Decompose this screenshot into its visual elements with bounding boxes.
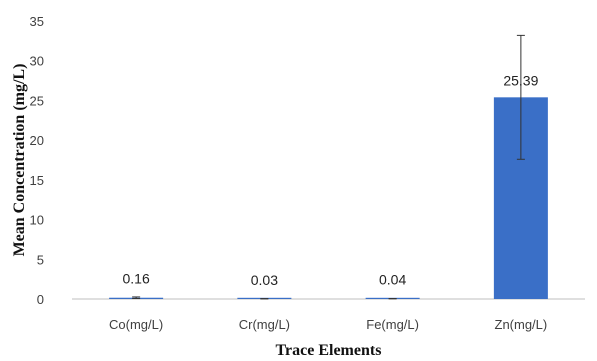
y-tick-label: 5 bbox=[37, 252, 44, 267]
y-axis-ticks: 0 5 10 15 20 25 30 35 bbox=[30, 14, 44, 307]
data-labels: 0.16 0.03 0.04 25.39 bbox=[123, 72, 539, 287]
y-tick-label: 20 bbox=[30, 133, 44, 148]
y-tick-label: 15 bbox=[30, 173, 44, 188]
x-tick-label: Co(mg/L) bbox=[109, 317, 163, 332]
x-tick-label: Cr(mg/L) bbox=[239, 317, 290, 332]
y-tick-label: 30 bbox=[30, 54, 44, 69]
y-tick-label: 0 bbox=[37, 292, 44, 307]
data-label: 0.04 bbox=[379, 272, 406, 288]
y-axis-title: Mean Concentration (mg/L) bbox=[11, 64, 28, 257]
x-tick-label: Fe(mg/L) bbox=[366, 317, 419, 332]
x-axis-title: Trace Elements bbox=[276, 342, 382, 359]
bars bbox=[109, 97, 548, 299]
y-tick-label: 25 bbox=[30, 93, 44, 108]
x-axis-ticks: Co(mg/L) Cr(mg/L) Fe(mg/L) Zn(mg/L) bbox=[109, 317, 547, 332]
data-label: 0.03 bbox=[251, 272, 278, 288]
y-tick-label: 35 bbox=[30, 14, 44, 29]
error-bars bbox=[132, 34, 525, 300]
data-label: 0.16 bbox=[123, 271, 150, 287]
x-tick-label: Zn(mg/L) bbox=[495, 317, 548, 332]
y-tick-label: 10 bbox=[30, 213, 44, 228]
data-label: 25.39 bbox=[503, 72, 538, 88]
